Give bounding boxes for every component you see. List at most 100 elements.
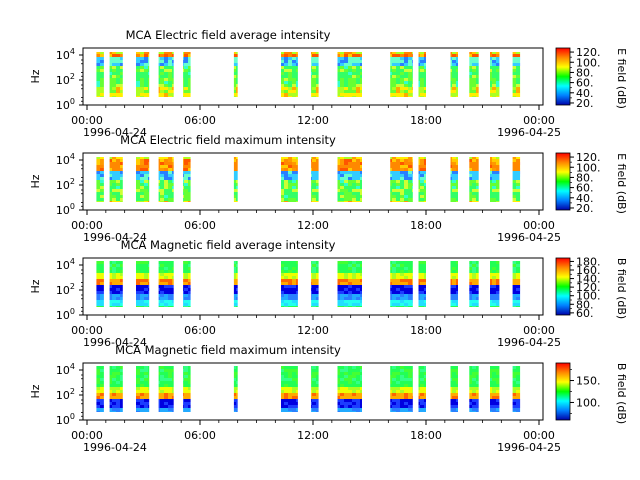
colorbar-tick-label: 80. (576, 171, 594, 184)
data-block (96, 366, 104, 412)
colorbar-label: E field (dB) (615, 153, 628, 214)
data-block (469, 52, 479, 97)
y-tick-label: 102 (56, 72, 75, 87)
colorbar-tick-label: 120. (576, 281, 601, 294)
x-tick-label: 00:00 (71, 324, 103, 337)
colorbar-tick-label: 60. (576, 307, 594, 320)
data-blocks (96, 261, 521, 307)
data-block (311, 366, 319, 412)
panel-title: MCA Electric field average intensity (126, 28, 331, 42)
data-block (158, 366, 174, 412)
data-blocks (96, 366, 521, 412)
y-tick-label: 100 (56, 412, 75, 427)
data-block (136, 261, 150, 307)
colorbar-tick-label: 180. (576, 255, 601, 268)
data-block (490, 261, 500, 307)
data-block (233, 261, 238, 307)
spectrogram-panel-2: MCA Electric field maximum intensity 100 1… (29, 133, 628, 244)
x-tick-label: 18:00 (410, 429, 442, 442)
x-tick-label: 06:00 (184, 114, 216, 127)
data-block (281, 157, 298, 202)
colorbar-tick-label: 100. (576, 56, 601, 69)
colorbar-tick-label: 40. (576, 192, 594, 205)
x-tick-label: 18:00 (410, 114, 442, 127)
data-block (109, 366, 123, 412)
data-block (337, 366, 362, 412)
data-block (390, 52, 413, 97)
x-tick-label: 12:00 (297, 219, 329, 232)
spectrogram-panel-4: MCA Magnetic field maximum intensity 100 1… (29, 343, 628, 454)
data-block (512, 52, 521, 97)
x-tick-label: 18:00 (410, 324, 442, 337)
panel-title: MCA Magnetic field maximum intensity (115, 343, 341, 357)
y-tick-label: 104 (56, 257, 75, 272)
data-block (450, 52, 458, 97)
data-block (158, 157, 174, 202)
y-tick-label: 102 (56, 282, 75, 297)
colorbar-tick-label: 100. (576, 290, 601, 303)
x-date-end: 1996-04-25 (497, 336, 561, 349)
data-block (450, 366, 458, 412)
data-block (136, 366, 150, 412)
data-block (450, 157, 458, 202)
x-tick-label: 06:00 (184, 324, 216, 337)
data-block (109, 52, 123, 97)
colorbar (555, 152, 571, 211)
data-block (96, 261, 104, 307)
colorbar (555, 47, 571, 106)
data-block (450, 261, 458, 307)
data-block (281, 261, 298, 307)
y-tick-label: 102 (56, 177, 75, 192)
x-tick-label: 00:00 (71, 114, 103, 127)
data-block (490, 157, 500, 202)
colorbar-tick-label: 140. (576, 273, 601, 286)
x-tick-label: 00:00 (523, 219, 555, 232)
data-block (96, 52, 104, 97)
colorbar-label: B field (dB) (615, 258, 628, 319)
spectrogram-panel-3: MCA Magnetic field average intensity 100 1… (29, 238, 628, 349)
colorbar-tick-label: 80. (576, 298, 594, 311)
x-tick-label: 00:00 (71, 219, 103, 232)
data-block (337, 52, 362, 97)
data-block (418, 157, 426, 202)
colorbar-tick-label: 60. (576, 77, 594, 90)
panel-title: MCA Electric field maximum intensity (120, 133, 336, 147)
y-tick-label: 102 (56, 387, 75, 402)
colorbar (555, 257, 571, 316)
data-block (136, 52, 150, 97)
data-block (183, 52, 191, 97)
colorbar-tick-label: 20. (576, 202, 594, 215)
colorbar-tick-label: 80. (576, 66, 594, 79)
data-block (418, 52, 426, 97)
y-tick-label: 100 (56, 307, 75, 322)
data-block (311, 261, 319, 307)
data-block (109, 157, 123, 202)
x-tick-label: 00:00 (523, 114, 555, 127)
data-block (136, 157, 150, 202)
data-block (418, 261, 426, 307)
data-block (390, 366, 413, 412)
colorbar (555, 362, 571, 421)
colorbar-tick-label: 100. (576, 161, 601, 174)
data-block (183, 261, 191, 307)
data-block (490, 366, 500, 412)
y-axis-label: Hz (29, 279, 42, 293)
colorbar-tick-label: 20. (576, 97, 594, 110)
x-tick-label: 12:00 (297, 429, 329, 442)
x-tick-label: 06:00 (184, 219, 216, 232)
colorbar-tick-label: 60. (576, 182, 594, 195)
colorbar-tick-label: 160. (576, 264, 601, 277)
colorbar-tick-label: 120. (576, 46, 601, 59)
data-block (233, 157, 238, 202)
y-tick-label: 104 (56, 362, 75, 377)
colorbar-tick-label: 100. (576, 396, 601, 409)
data-block (512, 157, 521, 202)
x-tick-label: 12:00 (297, 324, 329, 337)
y-tick-label: 104 (56, 47, 75, 62)
colorbar-label: B field (dB) (615, 363, 628, 424)
x-date-end: 1996-04-25 (497, 231, 561, 244)
data-blocks (96, 157, 521, 202)
data-block (96, 157, 104, 202)
data-block (233, 366, 238, 412)
